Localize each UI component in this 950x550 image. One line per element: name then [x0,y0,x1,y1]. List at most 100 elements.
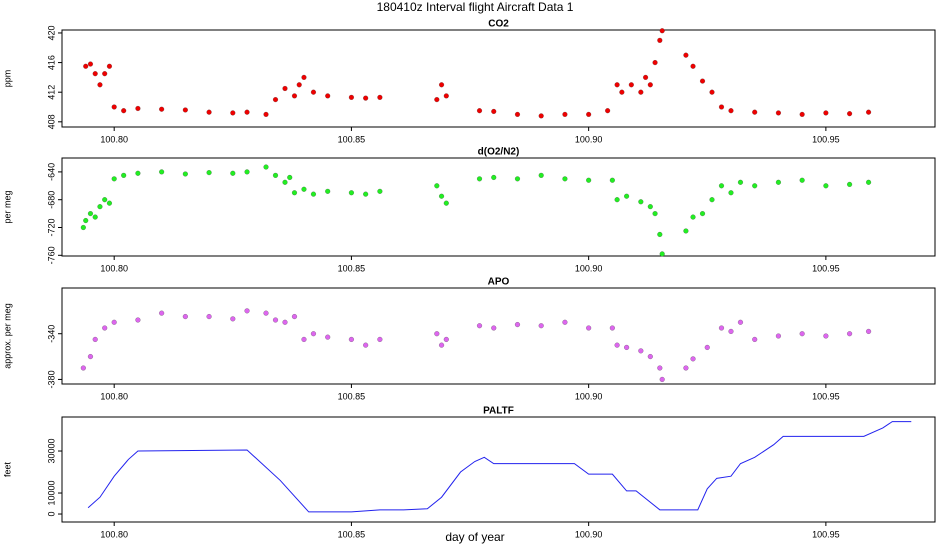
data-point [514,176,521,182]
y-axis-label: approx. per meg [2,303,12,369]
x-tick-label: 100.90 [575,391,603,401]
data-point [301,336,307,343]
x-tick-label: 100.80 [100,134,128,144]
y-tick-label: -340 [46,325,56,343]
data-point [609,325,615,331]
plot-frame [61,287,936,385]
data-point [87,211,94,217]
data-point [775,333,782,339]
data-point [92,71,98,77]
data-point [291,190,298,196]
data-point [97,82,103,88]
data-point [263,164,269,170]
data-point [752,183,758,189]
data-point [799,177,805,183]
panel-title: d(O2/N2) [478,147,520,158]
y-tick-label: 10000 [46,481,56,506]
data-point [244,109,250,115]
data-point [111,176,117,182]
data-point [609,177,615,183]
data-point [614,197,620,203]
data-point [443,200,449,206]
data-point [102,325,108,331]
x-tick-label: 100.95 [812,391,840,401]
data-point [182,171,188,177]
data-point [624,193,630,199]
data-point [514,111,521,118]
data-point [102,197,108,203]
data-point [92,214,98,220]
data-point [272,317,279,323]
data-point [491,325,497,331]
data-point [159,106,165,112]
data-point [348,94,355,100]
data-point [443,336,449,343]
y-tick-label: -760 [46,246,56,264]
data-point [263,111,269,118]
data-point [206,109,212,115]
data-point [718,183,725,189]
panel-title: PALTF [483,406,514,417]
data-point [106,200,113,206]
data-point [363,191,369,197]
data-point [752,336,758,343]
data-point [647,82,653,88]
x-axis-label: day of year [445,530,504,544]
data-point [562,176,568,182]
data-point [775,179,782,185]
data-point [846,181,853,188]
data-point [97,204,103,210]
data-point [434,97,440,103]
data-point [325,93,331,99]
data-point [121,172,127,178]
data-point [83,63,89,69]
y-tick-label: 408 [46,114,56,129]
data-point [586,177,592,183]
data-point [438,82,445,88]
data-point [657,37,663,43]
data-point [718,104,725,110]
data-point [230,170,236,176]
data-point [642,74,649,80]
data-point [282,319,288,325]
y-tick-label: 0 [46,512,56,517]
data-point [638,89,644,95]
data-point [586,111,592,118]
data-point [823,110,829,116]
data-point [310,191,317,197]
x-tick-label: 100.85 [338,529,366,539]
data-point [718,325,725,331]
data-point [614,342,620,348]
data-point [230,110,236,116]
data-point [652,211,658,217]
data-point [659,376,665,383]
data-point [87,61,94,67]
data-point [699,78,706,84]
data-point [206,169,212,176]
data-point [377,188,383,194]
data-point [659,28,665,34]
data-point [728,190,734,196]
data-point [538,113,544,119]
data-point [619,89,625,95]
data-point [704,344,710,351]
data-point [514,321,521,328]
plot-frame [61,157,936,257]
data-point [709,89,715,95]
data-point [690,214,696,220]
data-point [310,89,317,95]
data-point [106,63,113,69]
data-point [476,323,483,329]
data-point [182,107,188,113]
data-point [690,63,696,69]
y-axis-label: per meg [2,190,12,223]
data-point [865,109,872,115]
data-point [438,193,445,199]
data-point [775,110,782,116]
data-point [206,313,212,320]
data-point [562,319,568,325]
data-point [657,365,663,371]
x-tick-label: 100.85 [338,134,366,144]
data-point [287,174,293,181]
data-point [659,251,665,257]
